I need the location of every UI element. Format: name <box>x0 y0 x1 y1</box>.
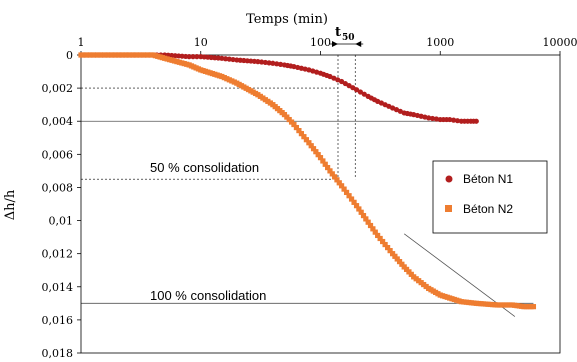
point-n2 <box>399 261 405 267</box>
point-n1 <box>447 116 453 123</box>
point-n2 <box>306 140 312 146</box>
point-n1 <box>361 91 367 97</box>
point-n1 <box>429 115 436 122</box>
point-n2 <box>308 143 314 149</box>
point-n2 <box>530 304 537 310</box>
y-tick-label: 0,006 <box>42 148 74 161</box>
x-tick-label: 1 <box>78 36 85 49</box>
point-n2 <box>389 251 396 257</box>
point-n1 <box>454 118 461 124</box>
point-n1 <box>274 61 280 67</box>
point-n2 <box>296 128 302 134</box>
y-tick-label: 0,01 <box>49 215 74 228</box>
point-n2 <box>315 152 321 158</box>
x-tick-label: 10 <box>194 36 208 49</box>
point-n1 <box>277 61 284 67</box>
y-tick-label: 0,014 <box>42 281 74 294</box>
x-tick-label: 10000 <box>543 36 577 49</box>
point-n2 <box>310 146 317 152</box>
point-n2 <box>353 203 360 209</box>
point-n2 <box>356 206 362 212</box>
point-n2 <box>396 259 403 265</box>
point-n1 <box>194 54 200 60</box>
point-n2 <box>385 244 391 251</box>
point-n2 <box>377 235 383 242</box>
y-tick-label: 0,008 <box>42 181 74 194</box>
point-n2 <box>348 196 355 202</box>
t50-subscript: 50 <box>342 33 355 43</box>
point-n2 <box>313 149 319 155</box>
point-n2 <box>327 168 333 174</box>
point-n2 <box>370 226 376 232</box>
point-n2 <box>367 222 374 229</box>
point-n1 <box>186 54 192 60</box>
x-tick-label: 1000 <box>426 36 454 49</box>
y-tick-label: 0,012 <box>42 248 74 261</box>
point-n2 <box>334 177 340 183</box>
point-n2 <box>392 253 398 259</box>
point-n2 <box>394 256 400 262</box>
point-n1 <box>270 60 276 66</box>
legend-label: Béton N1 <box>463 172 513 186</box>
x-axis-ticks: 1 10 100 1000 10000 <box>78 36 577 55</box>
legend: Béton N1 Béton N2 <box>432 160 548 234</box>
point-n2 <box>358 209 364 215</box>
point-n1 <box>451 117 457 123</box>
point-n2 <box>293 124 300 131</box>
point-n2 <box>325 164 331 171</box>
y-tick-label: 0,004 <box>42 115 74 128</box>
point-n2 <box>360 212 367 219</box>
point-n2 <box>387 248 393 254</box>
point-n2 <box>291 121 297 128</box>
x-axis-title: Temps (min) <box>246 12 328 27</box>
point-n2 <box>351 199 357 205</box>
x-tick-label: 100 <box>310 36 331 49</box>
point-n2 <box>372 229 378 235</box>
point-n2 <box>317 155 324 161</box>
point-n2 <box>303 137 310 143</box>
point-n2 <box>346 193 352 199</box>
t50-arrowhead <box>355 41 362 47</box>
legend-marker <box>445 205 452 212</box>
annotations: 50 % consolidation 100 % consolidation t… <box>150 25 355 303</box>
point-n2 <box>341 186 347 192</box>
point-n1 <box>433 116 439 122</box>
point-n1 <box>473 118 479 124</box>
t50-arrowhead <box>331 41 338 47</box>
point-n2 <box>343 189 350 196</box>
y-axis-title: Δh/h <box>3 189 18 220</box>
point-n2 <box>336 180 342 186</box>
point-n1 <box>357 89 364 95</box>
consol-50-label: 50 % consolidation <box>150 160 259 175</box>
legend-box <box>432 160 548 234</box>
point-n2 <box>332 174 338 180</box>
legend-label: Béton N2 <box>463 202 513 216</box>
data-marks <box>78 52 537 310</box>
point-n2 <box>320 158 326 164</box>
y-tick-label: 0 <box>66 49 73 62</box>
point-n2 <box>380 238 386 245</box>
point-n2 <box>322 161 328 167</box>
point-n2 <box>338 183 345 189</box>
point-n2 <box>382 241 388 248</box>
point-n1 <box>190 54 196 60</box>
point-n2 <box>298 131 305 137</box>
consol-100-label: 100 % consolidation <box>150 288 266 303</box>
point-n2 <box>329 171 335 177</box>
point-n2 <box>301 134 307 140</box>
point-n1 <box>426 115 432 121</box>
t50-label: t <box>335 25 341 40</box>
legend-marker <box>445 175 453 183</box>
y-axis-ticks: 0 0,002 0,004 0,006 0,008 0,01 0,012 0,014 0,016… <box>42 49 81 360</box>
point-n1 <box>353 87 360 93</box>
y-tick-label: 0,016 <box>42 314 74 327</box>
point-n2 <box>363 216 369 222</box>
y-tick-label: 0,018 <box>42 347 74 360</box>
y-tick-label: 0,002 <box>42 82 74 95</box>
point-n2 <box>375 232 381 239</box>
point-n2 <box>365 219 371 225</box>
